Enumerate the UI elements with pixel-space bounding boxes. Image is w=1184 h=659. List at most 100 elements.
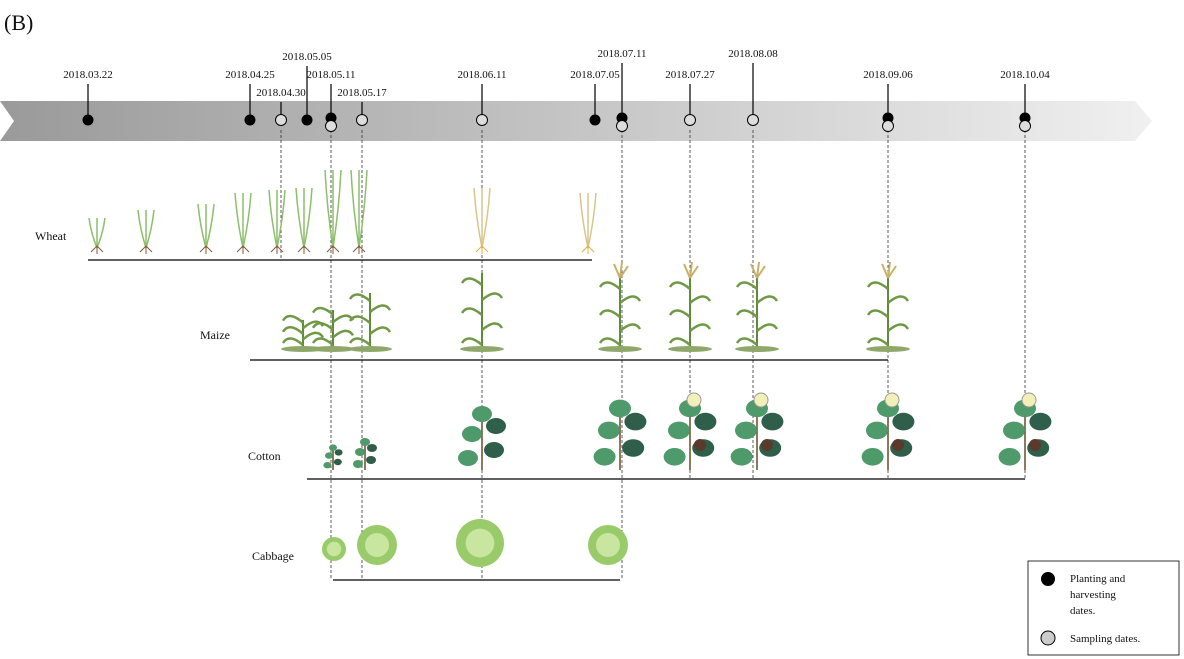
leaf: [313, 308, 333, 315]
date-label: 2018.07.05: [570, 69, 620, 81]
root: [327, 246, 339, 254]
leaf: [367, 444, 377, 452]
leaf: [329, 444, 337, 450]
leaf: [334, 459, 342, 465]
leaf: [690, 296, 710, 303]
wheat-plant: [138, 210, 154, 254]
leaf: [198, 204, 206, 248]
leaf: [350, 338, 370, 345]
leaf: [482, 293, 502, 300]
cotton-plant: [731, 393, 784, 470]
root: [582, 246, 594, 254]
leaf: [333, 331, 353, 338]
cabbage-plant: [588, 525, 628, 565]
head: [466, 529, 495, 558]
ground: [348, 346, 392, 352]
leaf: [323, 462, 331, 468]
leaf: [482, 323, 502, 330]
leaf: [588, 193, 596, 248]
leaf: [620, 296, 640, 303]
head: [327, 542, 341, 556]
leaf: [269, 190, 277, 248]
date-label: 2018.08.08: [728, 48, 778, 60]
root: [200, 246, 212, 254]
leaf: [206, 204, 214, 248]
date-label: 2018.10.04: [1000, 69, 1050, 81]
leaf: [598, 422, 620, 440]
tassel: [614, 262, 628, 278]
leaf: [283, 338, 303, 345]
figure: (B) WheatMaizeCottonCabbage 2018.03.2220…: [0, 0, 1184, 659]
maize-plant: [668, 262, 712, 352]
sampling-marker: [477, 115, 488, 126]
leaf: [888, 324, 908, 331]
root: [237, 246, 249, 254]
flower: [687, 393, 701, 407]
leaf: [350, 294, 370, 301]
wheat-plant: [198, 204, 214, 254]
leaf: [892, 413, 914, 431]
leaf: [370, 305, 390, 312]
flower: [1022, 393, 1036, 407]
leaf: [868, 310, 888, 317]
planting-marker: [302, 115, 313, 126]
leaf: [277, 190, 285, 248]
leaf: [462, 426, 482, 442]
leaf: [670, 338, 690, 345]
sampling-marker: [685, 115, 696, 126]
leaf: [668, 422, 690, 440]
leaf: [359, 170, 367, 248]
crop-label: Maize: [200, 328, 230, 342]
leaf: [737, 310, 757, 317]
leaf: [335, 449, 343, 455]
leaf: [735, 422, 757, 440]
leaf: [757, 296, 777, 303]
sampling-marker: [357, 115, 368, 126]
legend-line: Planting and: [1070, 573, 1126, 585]
cotton-plant: [999, 393, 1052, 470]
leaf: [482, 188, 490, 248]
wheat-plant: [580, 193, 596, 254]
wheat-plant: [89, 218, 105, 254]
date-label: 2018.04.25: [225, 69, 275, 81]
leaf: [868, 338, 888, 345]
leaf: [868, 282, 888, 289]
sampling-marker: [1020, 121, 1031, 132]
leaf: [235, 193, 243, 248]
wheat-plant: [296, 188, 312, 254]
cotton-plant: [323, 444, 342, 470]
leaf: [1003, 422, 1025, 440]
legend-marker: [1041, 631, 1055, 645]
sampling-marker: [326, 121, 337, 132]
leaf: [609, 400, 631, 418]
legend-marker: [1041, 572, 1055, 586]
date-label: 2018.07.27: [665, 69, 715, 81]
leaf: [146, 210, 154, 248]
legend: Planting andharvestingdates. Sampling da…: [1028, 561, 1179, 655]
maize-plant: [866, 262, 910, 352]
maize-plant: [460, 273, 504, 352]
cotton-plant: [353, 438, 377, 470]
sampling-marker: [748, 115, 759, 126]
maize-plant: [348, 293, 392, 352]
ground: [735, 346, 779, 352]
leaf: [353, 460, 363, 468]
date-label: 2018.07.11: [597, 48, 646, 60]
leaf: [600, 338, 620, 345]
tassel: [882, 262, 896, 278]
root: [140, 246, 152, 254]
leaf: [664, 448, 686, 466]
leaf: [1029, 413, 1051, 431]
head: [596, 533, 620, 557]
leaf: [731, 448, 753, 466]
leaf: [355, 448, 365, 456]
leaf: [304, 188, 312, 248]
leaf: [670, 282, 690, 289]
date-label: 2018.06.11: [457, 69, 506, 81]
maize-plant: [598, 262, 642, 352]
leaf: [624, 413, 646, 431]
wheat-plant: [269, 190, 285, 254]
cotton-plant: [862, 393, 915, 470]
root: [91, 246, 103, 254]
wheat-plant: [351, 170, 367, 254]
